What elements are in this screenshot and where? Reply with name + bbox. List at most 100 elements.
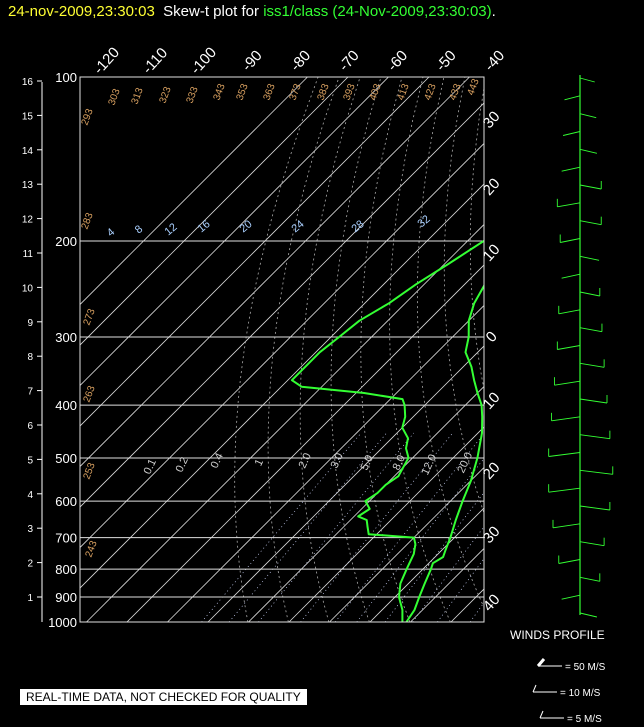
wind-barb [579, 184, 602, 190]
dry-adiabat [299, 77, 361, 622]
height-tick-label: 14 [22, 146, 34, 157]
wind-barb [562, 131, 581, 136]
isotherm [329, 466, 484, 622]
pressure-tick-label: 500 [55, 451, 77, 466]
isotherm [248, 385, 484, 622]
wind-legend-barb-tick [532, 684, 537, 693]
mixing-ratio-label: 0.2 [174, 455, 191, 474]
chart-title: 24-nov-2009,23:30:03 Skew-t plot for iss… [8, 3, 496, 20]
wind-barb [548, 452, 581, 457]
mixing-ratio-label: 0.4 [209, 451, 226, 470]
plot-frame [79, 76, 485, 623]
dry-adiabat [360, 77, 411, 622]
wind-barb [564, 95, 581, 101]
height-tick-label: 8 [27, 352, 33, 363]
pressure-tick-label: 200 [55, 234, 77, 249]
pressure-tick-label: 100 [55, 70, 77, 85]
dewpoint-trace [290, 239, 484, 622]
pressure-tick-label: 600 [55, 494, 77, 509]
isotherm [80, 77, 430, 427]
height-tick-label: 9 [27, 318, 33, 329]
dry-adiabat [234, 77, 319, 622]
wind-legend-label: = 10 M/S [560, 688, 601, 699]
wind-barb [552, 523, 581, 529]
isotherm [288, 426, 484, 622]
wind-barb [579, 220, 602, 226]
title-end: . [491, 3, 496, 20]
wind-legend-label: = 50 M/S [565, 662, 606, 673]
wind-barb [579, 434, 610, 440]
pressure-tick-label: 900 [55, 590, 77, 605]
wind-barb [557, 202, 581, 208]
mixing-ratio-label: 5.0 [359, 453, 376, 472]
wind-barb [558, 309, 581, 315]
pressure-tick-label: 300 [55, 330, 77, 345]
wind-barb [579, 113, 597, 119]
mixing-ratio-line [334, 433, 484, 622]
isotherm [167, 304, 484, 622]
mixing-ratio-label: 8.0 [391, 453, 408, 472]
isotherm [207, 345, 484, 622]
height-tick-label: 3 [27, 524, 33, 535]
pressure-tick-label: 800 [55, 562, 77, 577]
dry-adiabat [417, 77, 484, 609]
wind-barb [579, 541, 605, 547]
mixing-ratio-label: 3.0 [329, 451, 346, 470]
height-tick-label: 15 [22, 111, 34, 122]
height-tick-label: 1 [27, 593, 33, 604]
title-label: Skew-t plot for [163, 3, 260, 20]
pressure-tick-label: 400 [55, 398, 77, 413]
height-tick-label: 16 [22, 77, 34, 88]
wind-legend-barb-tick [539, 710, 544, 719]
wind-barb [579, 148, 598, 154]
wind-legend-label: = 5 M/S [567, 714, 602, 725]
isotherm [80, 183, 484, 589]
wind-barb [561, 273, 581, 279]
isotherm [86, 223, 484, 622]
wind-barb [579, 291, 600, 297]
title-source: iss1/class (24-Nov-2009,23:30:03) [263, 3, 492, 20]
isotherm [80, 142, 484, 549]
mixing-ratio-label: 2.0 [297, 451, 314, 470]
isotherm [126, 264, 484, 622]
height-tick-label: 11 [23, 249, 34, 260]
height-tick-label: 12 [22, 215, 34, 226]
wind-barb [579, 612, 598, 618]
wind-barb [579, 398, 608, 404]
wind-barb [579, 362, 605, 368]
wind-barb [548, 487, 581, 493]
wind-legend-barb-tick [536, 658, 546, 667]
wind-barb [579, 505, 610, 511]
wind-barb [554, 380, 581, 386]
mixing-ratio-line [384, 491, 484, 622]
wind-barb [579, 255, 600, 261]
plot-area [80, 77, 484, 622]
wind-barb [579, 327, 603, 333]
mixing-ratio-label: 0.1 [142, 457, 159, 476]
height-tick-label: 5 [27, 455, 33, 466]
isotherm [80, 102, 484, 508]
height-tick-label: 10 [22, 283, 34, 294]
pressure-tick-label: 700 [55, 531, 77, 546]
wind-barb [561, 166, 581, 172]
dry-adiabat [469, 85, 484, 392]
wind-barb [579, 576, 600, 582]
wind-barb [579, 469, 613, 475]
wind-barb [560, 238, 581, 243]
mixing-ratio-line [228, 432, 387, 622]
mixing-ratio-label: 1 [253, 457, 266, 468]
quality-banner: REAL-TIME DATA, NOT CHECKED FOR QUALITY [20, 689, 307, 705]
mixing-ratio-line [412, 526, 484, 622]
height-tick-label: 4 [27, 490, 33, 501]
isotherm [80, 77, 308, 306]
isotherm [80, 77, 349, 346]
wind-barb [561, 594, 581, 600]
dry-adiabat [389, 77, 451, 622]
dry-adiabat [267, 77, 340, 622]
wind-barb [557, 345, 581, 350]
winds-profile-label: WINDS PROFILE [510, 628, 605, 642]
wind-barb [551, 416, 581, 422]
dry-adiabat [330, 77, 382, 622]
